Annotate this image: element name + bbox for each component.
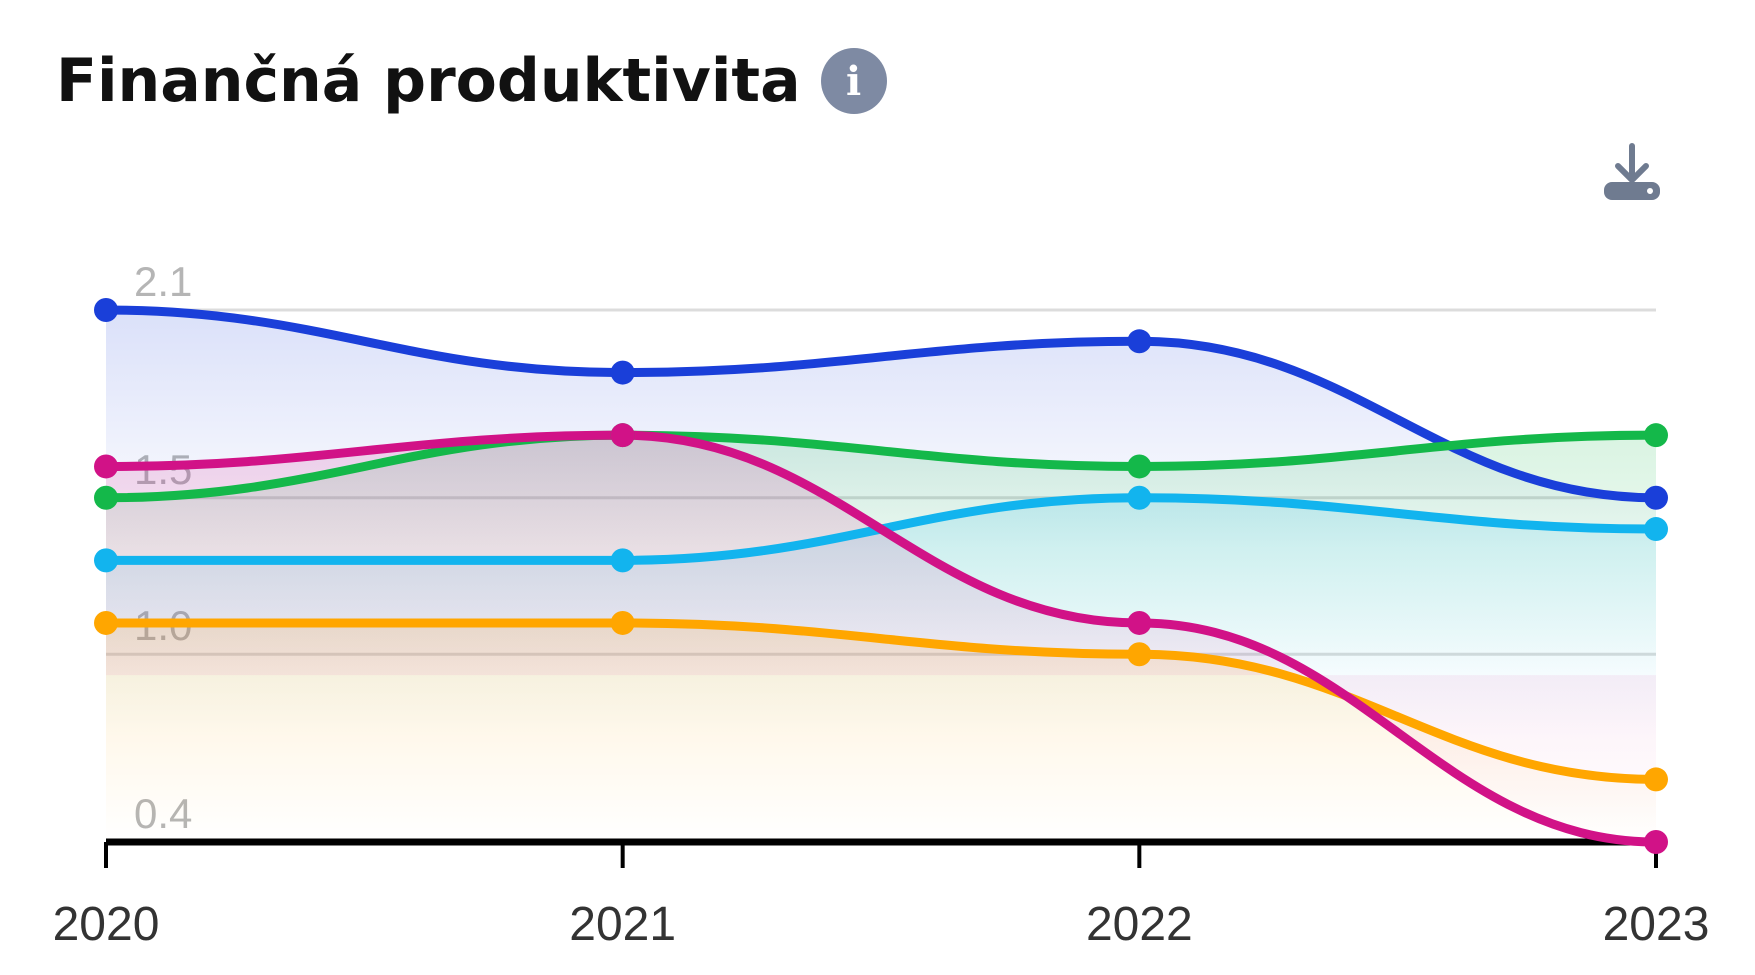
- download-icon[interactable]: [1600, 142, 1664, 206]
- chart-title: Finančná produktivita: [56, 46, 801, 116]
- data-point[interactable]: [1644, 423, 1668, 448]
- data-point[interactable]: [94, 485, 118, 510]
- x-axis: [104, 838, 1658, 868]
- series-line: [101, 305, 1661, 503]
- data-point[interactable]: [610, 360, 635, 385]
- series-areas: [106, 310, 1656, 842]
- series-area: [106, 622, 1656, 842]
- x-tick-label: 2021: [569, 898, 676, 951]
- series-points: [94, 298, 1668, 854]
- series-line: [101, 430, 1661, 847]
- data-point[interactable]: [94, 610, 118, 635]
- data-point[interactable]: [1127, 485, 1152, 510]
- data-point[interactable]: [610, 610, 635, 635]
- data-point[interactable]: [94, 454, 118, 479]
- data-point[interactable]: [1127, 642, 1152, 667]
- data-point[interactable]: [1644, 517, 1668, 542]
- data-point[interactable]: [1644, 485, 1668, 510]
- y-tick-label: 2.1: [134, 258, 192, 305]
- chart-header: Finančná produktivita i: [56, 36, 887, 126]
- data-point[interactable]: [1127, 329, 1152, 354]
- data-point[interactable]: [1644, 767, 1668, 792]
- series-line: [101, 618, 1661, 784]
- data-point[interactable]: [94, 298, 118, 322]
- data-point[interactable]: [610, 423, 635, 448]
- x-tick-label: 2023: [1603, 898, 1710, 951]
- data-point[interactable]: [610, 548, 635, 573]
- data-point[interactable]: [1644, 830, 1668, 854]
- x-tick-label: 2020: [53, 898, 160, 951]
- series-line: [101, 430, 1661, 503]
- info-icon[interactable]: i: [820, 48, 887, 114]
- data-point[interactable]: [94, 548, 118, 573]
- x-axis-ticks: 2020 2021 2022 2023: [53, 898, 1710, 951]
- series-lines: [101, 305, 1661, 847]
- data-point[interactable]: [1127, 610, 1152, 635]
- data-point[interactable]: [1127, 454, 1152, 479]
- x-tick-label: 2022: [1086, 898, 1193, 951]
